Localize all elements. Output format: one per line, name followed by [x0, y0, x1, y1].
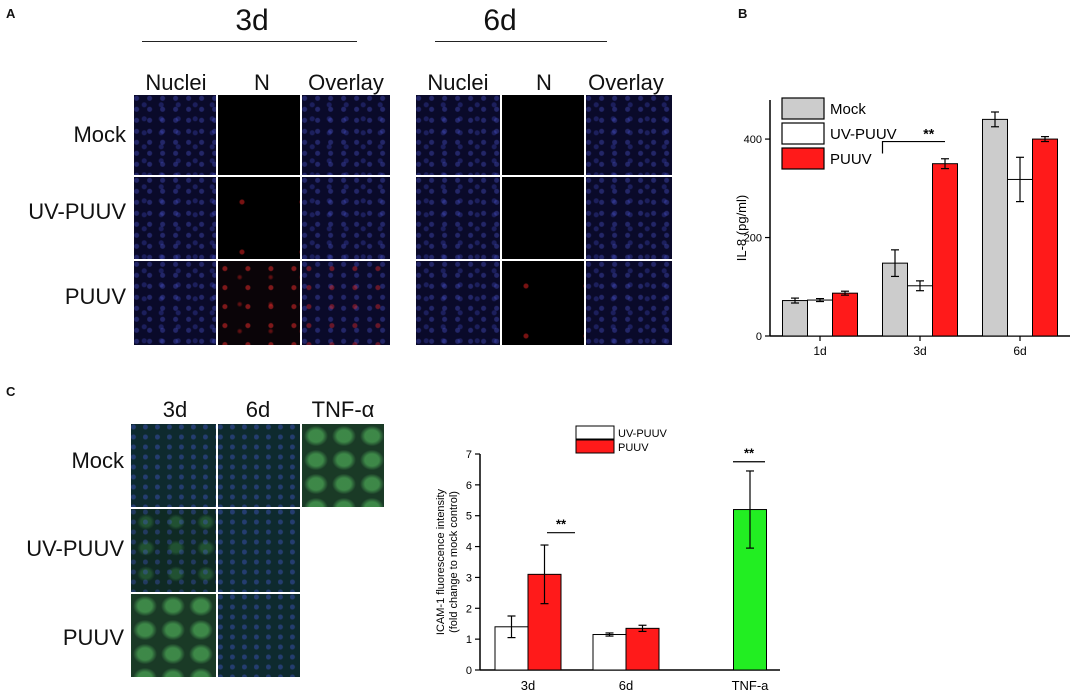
micrograph-6d-puuv-overlay: [586, 261, 672, 345]
panel-c-col-6d: 6d: [245, 397, 271, 422]
panel-a-3d-rule: [142, 41, 357, 42]
panel-c-row-mock: Mock: [71, 448, 124, 473]
y-tick-label: 7: [466, 449, 472, 461]
icam1-bar-chart: 0 1 2 3 4 5 6 7 ICAM-1 fluorescence intensity (fo…: [435, 425, 780, 693]
y-axis-label: IL-8 (pg/ml): [734, 195, 749, 261]
panel-a-6d-rule: [435, 41, 607, 42]
significance-label: **: [556, 517, 567, 532]
y-tick-label: 3: [466, 572, 472, 584]
legend-label-uv-puuv: UV-PUUV: [830, 126, 897, 143]
micrograph-6d-mock-overlay: [586, 95, 672, 175]
panel-c-label: C: [6, 384, 16, 399]
y-tick-label: 5: [466, 511, 472, 523]
legend-label-puuv: PUUV: [830, 151, 872, 168]
panel-a-row-mock: Mock: [73, 122, 126, 147]
panel-b-label: B: [738, 6, 748, 21]
x-tick-label: 1d: [813, 344, 826, 358]
y-tick-label: 200: [744, 233, 762, 245]
significance-bracket: [881, 140, 945, 154]
legend-label-mock: Mock: [830, 101, 866, 118]
legend-swatch-puuv: [575, 439, 615, 454]
micrograph-6d-mock-nuclei: [416, 95, 500, 175]
y-tick-label: 1: [466, 634, 472, 646]
x-tick-label: TNF-a: [732, 678, 770, 693]
micrograph-3d-mock-nuclei: [134, 95, 216, 175]
bar-puuv-3d: [932, 163, 958, 337]
panel-c-col-3d: 3d: [162, 397, 188, 422]
legend-swatch-uv-puuv: [575, 425, 615, 440]
micrograph-3d-uv-puuv-nuclei: [134, 177, 216, 259]
panel-a-row-uv-puuv: UV-PUUV: [28, 199, 126, 224]
y-tick-label: 6: [466, 480, 472, 492]
y-tick-label: 0: [756, 331, 762, 343]
panel-a-6d-col-nuclei: Nuclei: [427, 70, 489, 95]
micrograph-c-puuv-6d: [218, 594, 300, 677]
x-tick-label: 3d: [913, 344, 926, 358]
il8-bar-chart: 0 200 400 IL-8 (pg/ml) 1d 3d 6d ** Mock UV-PUUV PU…: [734, 97, 1070, 358]
micrograph-3d-puuv-nuclei: [134, 261, 216, 345]
significance-label: **: [923, 126, 934, 142]
micrograph-6d-uv-puuv-nuclei: [416, 177, 500, 259]
y-axis-label-secondary: (fold change to mock control): [448, 491, 460, 633]
micrograph-c-mock-6d: [218, 424, 300, 507]
y-axis-label: ICAM-1 fluorescence intensity: [435, 488, 447, 635]
panel-c-row-puuv: PUUV: [62, 625, 124, 650]
micrograph-3d-puuv-overlay: [302, 261, 390, 345]
micrograph-6d-mock-n: [502, 95, 584, 175]
x-tick-label: 6d: [619, 678, 633, 693]
bar-puuv-6d: [1032, 138, 1058, 337]
micrograph-6d-puuv-nuclei: [416, 261, 500, 345]
micrograph-c-uv-puuv-3d: [131, 509, 216, 592]
panel-a-6d-col-n: N: [536, 70, 552, 95]
x-tick-label: 3d: [521, 678, 535, 693]
legend-swatch-uv-puuv: [781, 122, 825, 145]
panel-a-3d-col-n: N: [254, 70, 270, 95]
bar-mock-1d: [782, 300, 808, 337]
bar-uv-puuv-3d: [907, 285, 933, 337]
bar-mock-6d: [982, 118, 1008, 337]
panel-a-3d-title: 3d: [235, 4, 269, 37]
micrograph-6d-uv-puuv-n: [502, 177, 584, 259]
panel-c-row-uv-puuv: UV-PUUV: [26, 536, 124, 561]
bar-uv-puuv-6d: [592, 634, 627, 671]
y-tick-label: 400: [744, 134, 762, 146]
micrograph-c-uv-puuv-6d: [218, 509, 300, 592]
micrograph-3d-uv-puuv-overlay: [302, 177, 390, 259]
legend-label-uv-puuv: UV-PUUV: [618, 428, 668, 440]
legend-label-puuv: PUUV: [618, 442, 649, 454]
panel-a-row-puuv: PUUV: [64, 284, 126, 309]
y-tick-label: 2: [466, 603, 472, 615]
significance-label: **: [744, 446, 755, 461]
micrograph-c-mock-3d: [131, 424, 216, 507]
micrograph-3d-uv-puuv-n: [218, 177, 300, 259]
micrograph-c-mock-tnf: [302, 424, 384, 507]
legend-swatch-puuv: [781, 147, 825, 170]
panel-a-3d-col-nuclei: Nuclei: [145, 70, 207, 95]
micrograph-3d-mock-overlay: [302, 95, 390, 175]
panel-a-3d-col-overlay: Overlay: [308, 70, 384, 95]
panel-a-6d-title: 6d: [483, 4, 517, 37]
y-tick-label: 0: [466, 665, 472, 677]
micrograph-3d-mock-n: [218, 95, 300, 175]
x-tick-label: 6d: [1013, 344, 1026, 358]
panel-c-col-tnf: TNF-α: [311, 397, 375, 422]
micrograph-6d-uv-puuv-overlay: [586, 177, 672, 259]
panel-a-6d-col-overlay: Overlay: [588, 70, 664, 95]
bar-uv-puuv-1d: [807, 299, 833, 337]
micrograph-6d-puuv-n: [502, 261, 584, 345]
bar-uv-puuv-6d: [1007, 178, 1033, 337]
micrograph-c-puuv-3d: [131, 594, 216, 677]
micrograph-3d-puuv-n: [218, 261, 300, 345]
bar-puuv-1d: [832, 292, 858, 337]
y-tick-label: 4: [466, 542, 472, 554]
bar-puuv-6d: [625, 627, 660, 671]
panel-a-label: A: [6, 6, 16, 21]
legend-swatch-mock: [781, 97, 825, 120]
